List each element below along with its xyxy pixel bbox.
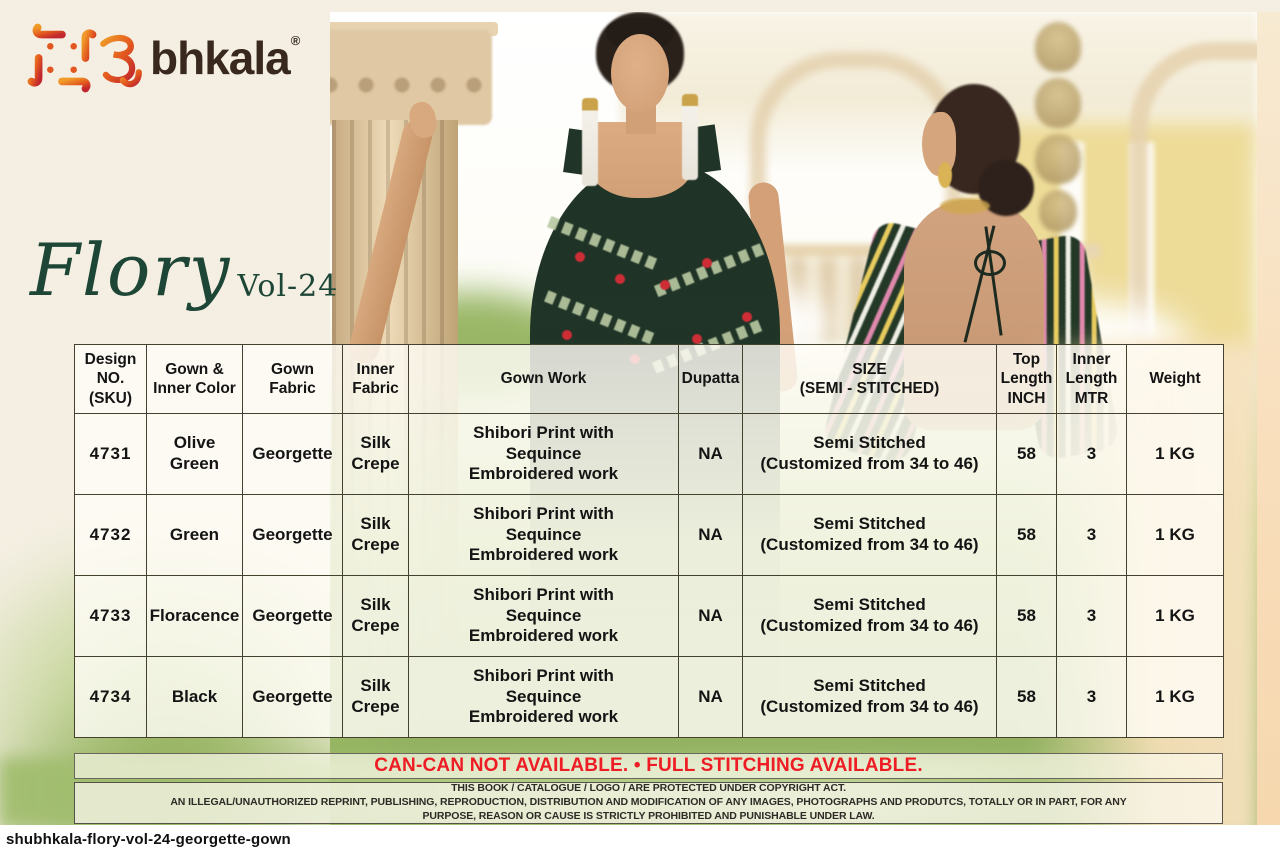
header-inner-length: Inner Length MTR — [1056, 344, 1127, 414]
model-front-face — [611, 34, 669, 112]
cell-sku: 4732 — [74, 494, 147, 576]
bell — [1035, 22, 1081, 72]
cell-color: Green — [146, 494, 243, 576]
cell-inner-fabric: Silk Crepe — [342, 656, 409, 738]
cell-weight: 1 KG — [1126, 413, 1224, 495]
cell-inner-fabric: Silk Crepe — [342, 413, 409, 495]
cell-inner-length: 3 — [1056, 656, 1127, 738]
bell — [1035, 78, 1081, 128]
cell-gown-work: Shibori Print with Sequince Embroidered … — [408, 656, 679, 738]
cell-dupatta: NA — [678, 575, 743, 657]
gown-flower-embroidery — [615, 274, 625, 284]
blouse-tie-loop — [974, 250, 1006, 276]
cell-inner-length: 3 — [1056, 413, 1127, 495]
collection-title-block: Flory Vol-24 — [30, 228, 339, 312]
cell-gown-fabric: Georgette — [242, 494, 343, 576]
cell-weight: 1 KG — [1126, 494, 1224, 576]
cell-inner-fabric: Silk Crepe — [342, 575, 409, 657]
table-row: 4733 Floracence Georgette Silk Crepe Shi… — [74, 575, 1224, 657]
header-size: SIZE (SEMI - STITCHED) — [742, 344, 997, 414]
cell-color: Black — [146, 656, 243, 738]
cell-weight: 1 KG — [1126, 656, 1224, 738]
model-back-earring — [938, 162, 952, 188]
model-front-chest — [588, 122, 694, 198]
peach-border-strip — [1257, 12, 1280, 825]
cell-sku: 4731 — [74, 413, 147, 495]
cell-inner-fabric: Silk Crepe — [342, 494, 409, 576]
cell-inner-length: 3 — [1056, 494, 1127, 576]
table-row: 4734 Black Georgette Silk Crepe Shibori … — [74, 656, 1224, 738]
availability-text: CAN-CAN NOT AVAILABLE. • FULL STITCHING … — [374, 755, 923, 776]
cell-sku: 4734 — [74, 656, 147, 738]
swastika-icon — [27, 23, 97, 93]
cell-gown-fabric: Georgette — [242, 413, 343, 495]
cell-gown-work: Shibori Print with Sequince Embroidered … — [408, 494, 679, 576]
header-design-sku: Design NO. (SKU) — [74, 344, 147, 414]
cell-color: Floracence — [146, 575, 243, 657]
gown-flower-embroidery — [660, 280, 670, 290]
brand-logo: bhkala ® — [26, 22, 301, 94]
cell-color: Olive Green — [146, 413, 243, 495]
cell-weight: 1 KG — [1126, 575, 1224, 657]
cell-sku: 4733 — [74, 575, 147, 657]
cell-gown-work: Shibori Print with Sequince Embroidered … — [408, 575, 679, 657]
cell-top-length: 58 — [996, 656, 1057, 738]
cell-size: Semi Stitched (Customized from 34 to 46) — [742, 575, 997, 657]
tassel-earring — [582, 98, 598, 186]
header-gown-work: Gown Work — [408, 344, 679, 414]
gown-flower-embroidery — [562, 330, 572, 340]
footer-filename-bar: shubhkala-flory-vol-24-georgette-gown — [0, 825, 1280, 853]
gown-flower-embroidery — [742, 312, 752, 322]
carved-column-capital — [330, 30, 492, 125]
devanagari-shu-glyph — [96, 30, 146, 88]
header-gown-inner-color: Gown & Inner Color — [146, 344, 243, 414]
copyright-notice: THIS BOOK / CATALOGUE / LOGO / ARE PROTE… — [74, 782, 1223, 824]
tassel-earring — [682, 94, 698, 180]
cell-dupatta: NA — [678, 413, 743, 495]
collection-volume: Vol-24 — [237, 269, 339, 305]
cell-dupatta: NA — [678, 494, 743, 576]
gown-flower-embroidery — [702, 258, 712, 268]
header-top-length: Top Length INCH — [996, 344, 1057, 414]
availability-banner: CAN-CAN NOT AVAILABLE. • FULL STITCHING … — [74, 753, 1223, 779]
cell-size: Semi Stitched (Customized from 34 to 46) — [742, 656, 997, 738]
bell — [1039, 190, 1077, 232]
cell-size: Semi Stitched (Customized from 34 to 46) — [742, 494, 997, 576]
cell-inner-length: 3 — [1056, 575, 1127, 657]
cell-gown-work: Shibori Print with Sequince Embroidered … — [408, 413, 679, 495]
cell-top-length: 58 — [996, 413, 1057, 495]
table-row: 4731 Olive Green Georgette Silk Crepe Sh… — [74, 413, 1224, 495]
copyright-line: PURPOSE, REASON OR CAUSE IS STRICTLY PRO… — [422, 809, 875, 822]
cell-gown-fabric: Georgette — [242, 575, 343, 657]
brand-name: bhkala — [150, 32, 291, 84]
cell-size: Semi Stitched (Customized from 34 to 46) — [742, 413, 997, 495]
footer-filename: shubhkala-flory-vol-24-georgette-gown — [6, 830, 291, 848]
header-gown-fabric: Gown Fabric — [242, 344, 343, 414]
copyright-line: THIS BOOK / CATALOGUE / LOGO / ARE PROTE… — [451, 782, 846, 795]
gown-flower-embroidery — [575, 252, 585, 262]
bell — [1035, 134, 1081, 184]
cell-gown-fabric: Georgette — [242, 656, 343, 738]
gown-flower-embroidery — [692, 334, 702, 344]
cell-top-length: 58 — [996, 575, 1057, 657]
spec-table: Design NO. (SKU) Gown & Inner Color Gown… — [74, 344, 1224, 738]
table-row: 4732 Green Georgette Silk Crepe Shibori … — [74, 494, 1224, 576]
collection-title: Flory — [30, 228, 232, 312]
cell-top-length: 58 — [996, 494, 1057, 576]
copyright-line: AN ILLEGAL/UNAUTHORIZED REPRINT, PUBLISH… — [170, 796, 1127, 809]
registered-mark: ® — [290, 32, 301, 48]
header-weight: Weight — [1126, 344, 1224, 414]
cell-dupatta: NA — [678, 656, 743, 738]
header-dupatta: Dupatta — [678, 344, 743, 414]
model-back-necklace — [940, 198, 990, 214]
header-inner-fabric: Inner Fabric — [342, 344, 409, 414]
header-row: Design NO. (SKU) Gown & Inner Color Gown… — [74, 344, 1224, 414]
